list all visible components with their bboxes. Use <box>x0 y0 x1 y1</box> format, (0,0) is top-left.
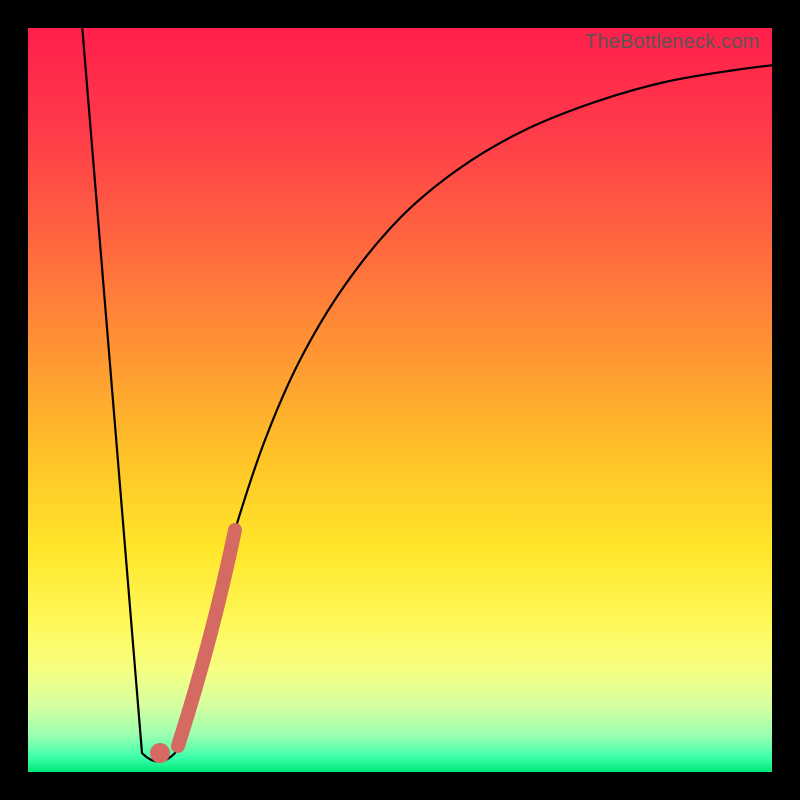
watermark-text: TheBottleneck.com <box>585 31 760 54</box>
chart-frame: TheBottleneck.com <box>0 0 800 800</box>
plot-background-gradient <box>28 28 772 772</box>
